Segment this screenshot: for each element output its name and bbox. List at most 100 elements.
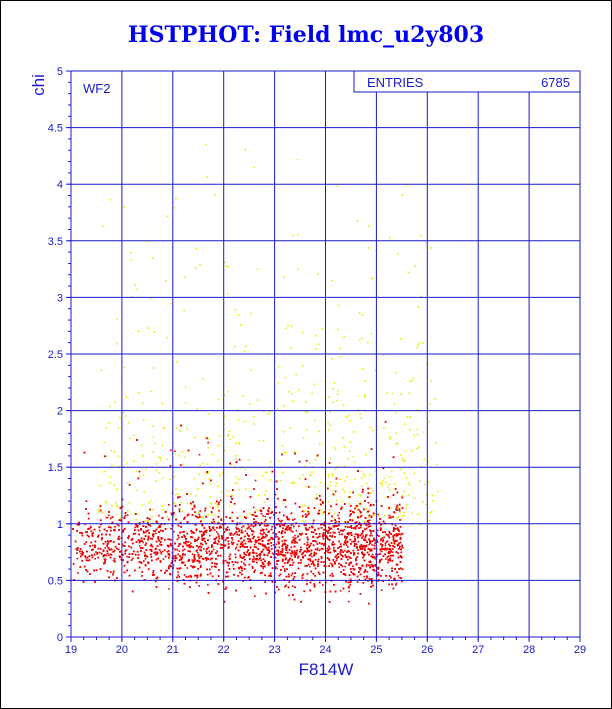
data-point-red <box>221 544 224 546</box>
data-point-yellow <box>97 511 100 513</box>
data-point-yellow <box>217 398 220 401</box>
data-point-yellow <box>293 482 296 484</box>
data-point-red <box>186 532 189 535</box>
data-point-yellow <box>374 369 377 372</box>
data-point-yellow <box>142 418 145 421</box>
data-point-red <box>215 531 218 533</box>
data-point-yellow <box>423 431 425 434</box>
data-point-red <box>148 535 150 538</box>
data-point-red <box>314 558 317 561</box>
data-point-yellow <box>164 280 167 282</box>
data-point-yellow <box>171 492 173 495</box>
data-point-red <box>142 521 145 523</box>
data-point-yellow <box>197 488 199 490</box>
data-point-red <box>383 536 385 539</box>
data-point-red <box>159 551 162 553</box>
data-point-red <box>255 552 258 555</box>
data-point-red <box>266 525 268 527</box>
data-point-red <box>228 529 231 531</box>
data-point-yellow <box>147 327 150 329</box>
data-point-red <box>328 601 331 603</box>
data-point-yellow <box>437 490 439 493</box>
data-point-yellow <box>331 473 334 475</box>
data-point-yellow <box>356 507 358 509</box>
data-point-yellow <box>343 464 346 467</box>
data-point-red <box>355 559 357 562</box>
data-point-red <box>263 545 266 548</box>
data-point-red <box>311 526 314 529</box>
data-point-yellow <box>367 225 370 227</box>
data-point-yellow <box>133 434 135 437</box>
data-point-yellow <box>336 393 339 395</box>
data-point-red <box>371 534 373 537</box>
data-point-yellow <box>274 502 277 504</box>
data-point-red <box>178 510 181 513</box>
data-point-yellow <box>238 478 240 481</box>
data-point-red <box>109 556 112 559</box>
data-point-red <box>366 575 368 578</box>
data-point-red <box>355 563 358 566</box>
data-point-red <box>91 533 94 535</box>
data-point-red <box>180 558 183 561</box>
data-point-red <box>399 538 402 540</box>
data-point-red <box>177 571 179 574</box>
data-point-yellow <box>409 416 411 418</box>
data-point-yellow <box>414 265 417 268</box>
data-point-red <box>330 527 333 530</box>
data-point-yellow <box>107 422 110 424</box>
data-point-red <box>212 548 215 551</box>
data-point-red <box>367 510 370 513</box>
data-point-yellow <box>217 444 220 447</box>
data-point-yellow <box>126 462 128 464</box>
data-point-yellow <box>130 258 133 261</box>
data-point-yellow <box>410 512 413 514</box>
data-point-yellow <box>206 463 209 465</box>
data-point-yellow <box>360 485 363 488</box>
data-point-yellow <box>367 515 370 518</box>
data-point-yellow <box>329 484 331 487</box>
data-point-red <box>379 543 382 545</box>
data-point-red <box>284 543 286 546</box>
data-point-red <box>297 562 300 564</box>
data-point-red <box>169 465 172 467</box>
data-point-yellow <box>342 436 344 439</box>
data-point-red <box>355 533 358 536</box>
data-point-red <box>186 567 189 569</box>
data-point-red <box>196 539 198 542</box>
data-point-yellow <box>171 491 173 494</box>
data-point-yellow <box>417 513 419 516</box>
data-point-red <box>358 522 361 524</box>
data-point-yellow <box>151 256 154 259</box>
data-point-red <box>339 589 342 592</box>
data-point-red <box>295 522 298 524</box>
data-point-red <box>267 564 270 567</box>
data-point-red <box>236 533 239 536</box>
data-point-red <box>347 549 349 552</box>
data-point-yellow <box>124 415 127 417</box>
data-point-red <box>381 537 384 539</box>
data-point-yellow <box>365 482 368 485</box>
data-point-red <box>390 554 393 557</box>
data-point-red <box>310 549 313 552</box>
data-point-red <box>357 552 359 555</box>
data-point-yellow <box>331 358 333 360</box>
data-point-red <box>216 550 219 553</box>
data-point-yellow <box>122 411 125 414</box>
data-point-red <box>98 529 101 532</box>
data-point-yellow <box>237 314 240 316</box>
data-point-yellow <box>394 432 397 434</box>
data-point-yellow <box>277 460 280 463</box>
data-point-yellow <box>332 401 334 404</box>
data-point-yellow <box>354 478 356 481</box>
data-point-red <box>399 545 401 548</box>
data-point-red <box>286 551 289 554</box>
data-point-yellow <box>400 454 402 456</box>
data-point-red <box>157 537 159 539</box>
data-point-yellow <box>239 515 241 518</box>
data-point-red <box>362 553 364 556</box>
data-point-yellow <box>283 405 285 407</box>
data-point-red <box>162 558 165 560</box>
data-point-yellow <box>416 447 419 450</box>
data-point-red <box>75 548 78 550</box>
data-point-red <box>300 600 302 603</box>
